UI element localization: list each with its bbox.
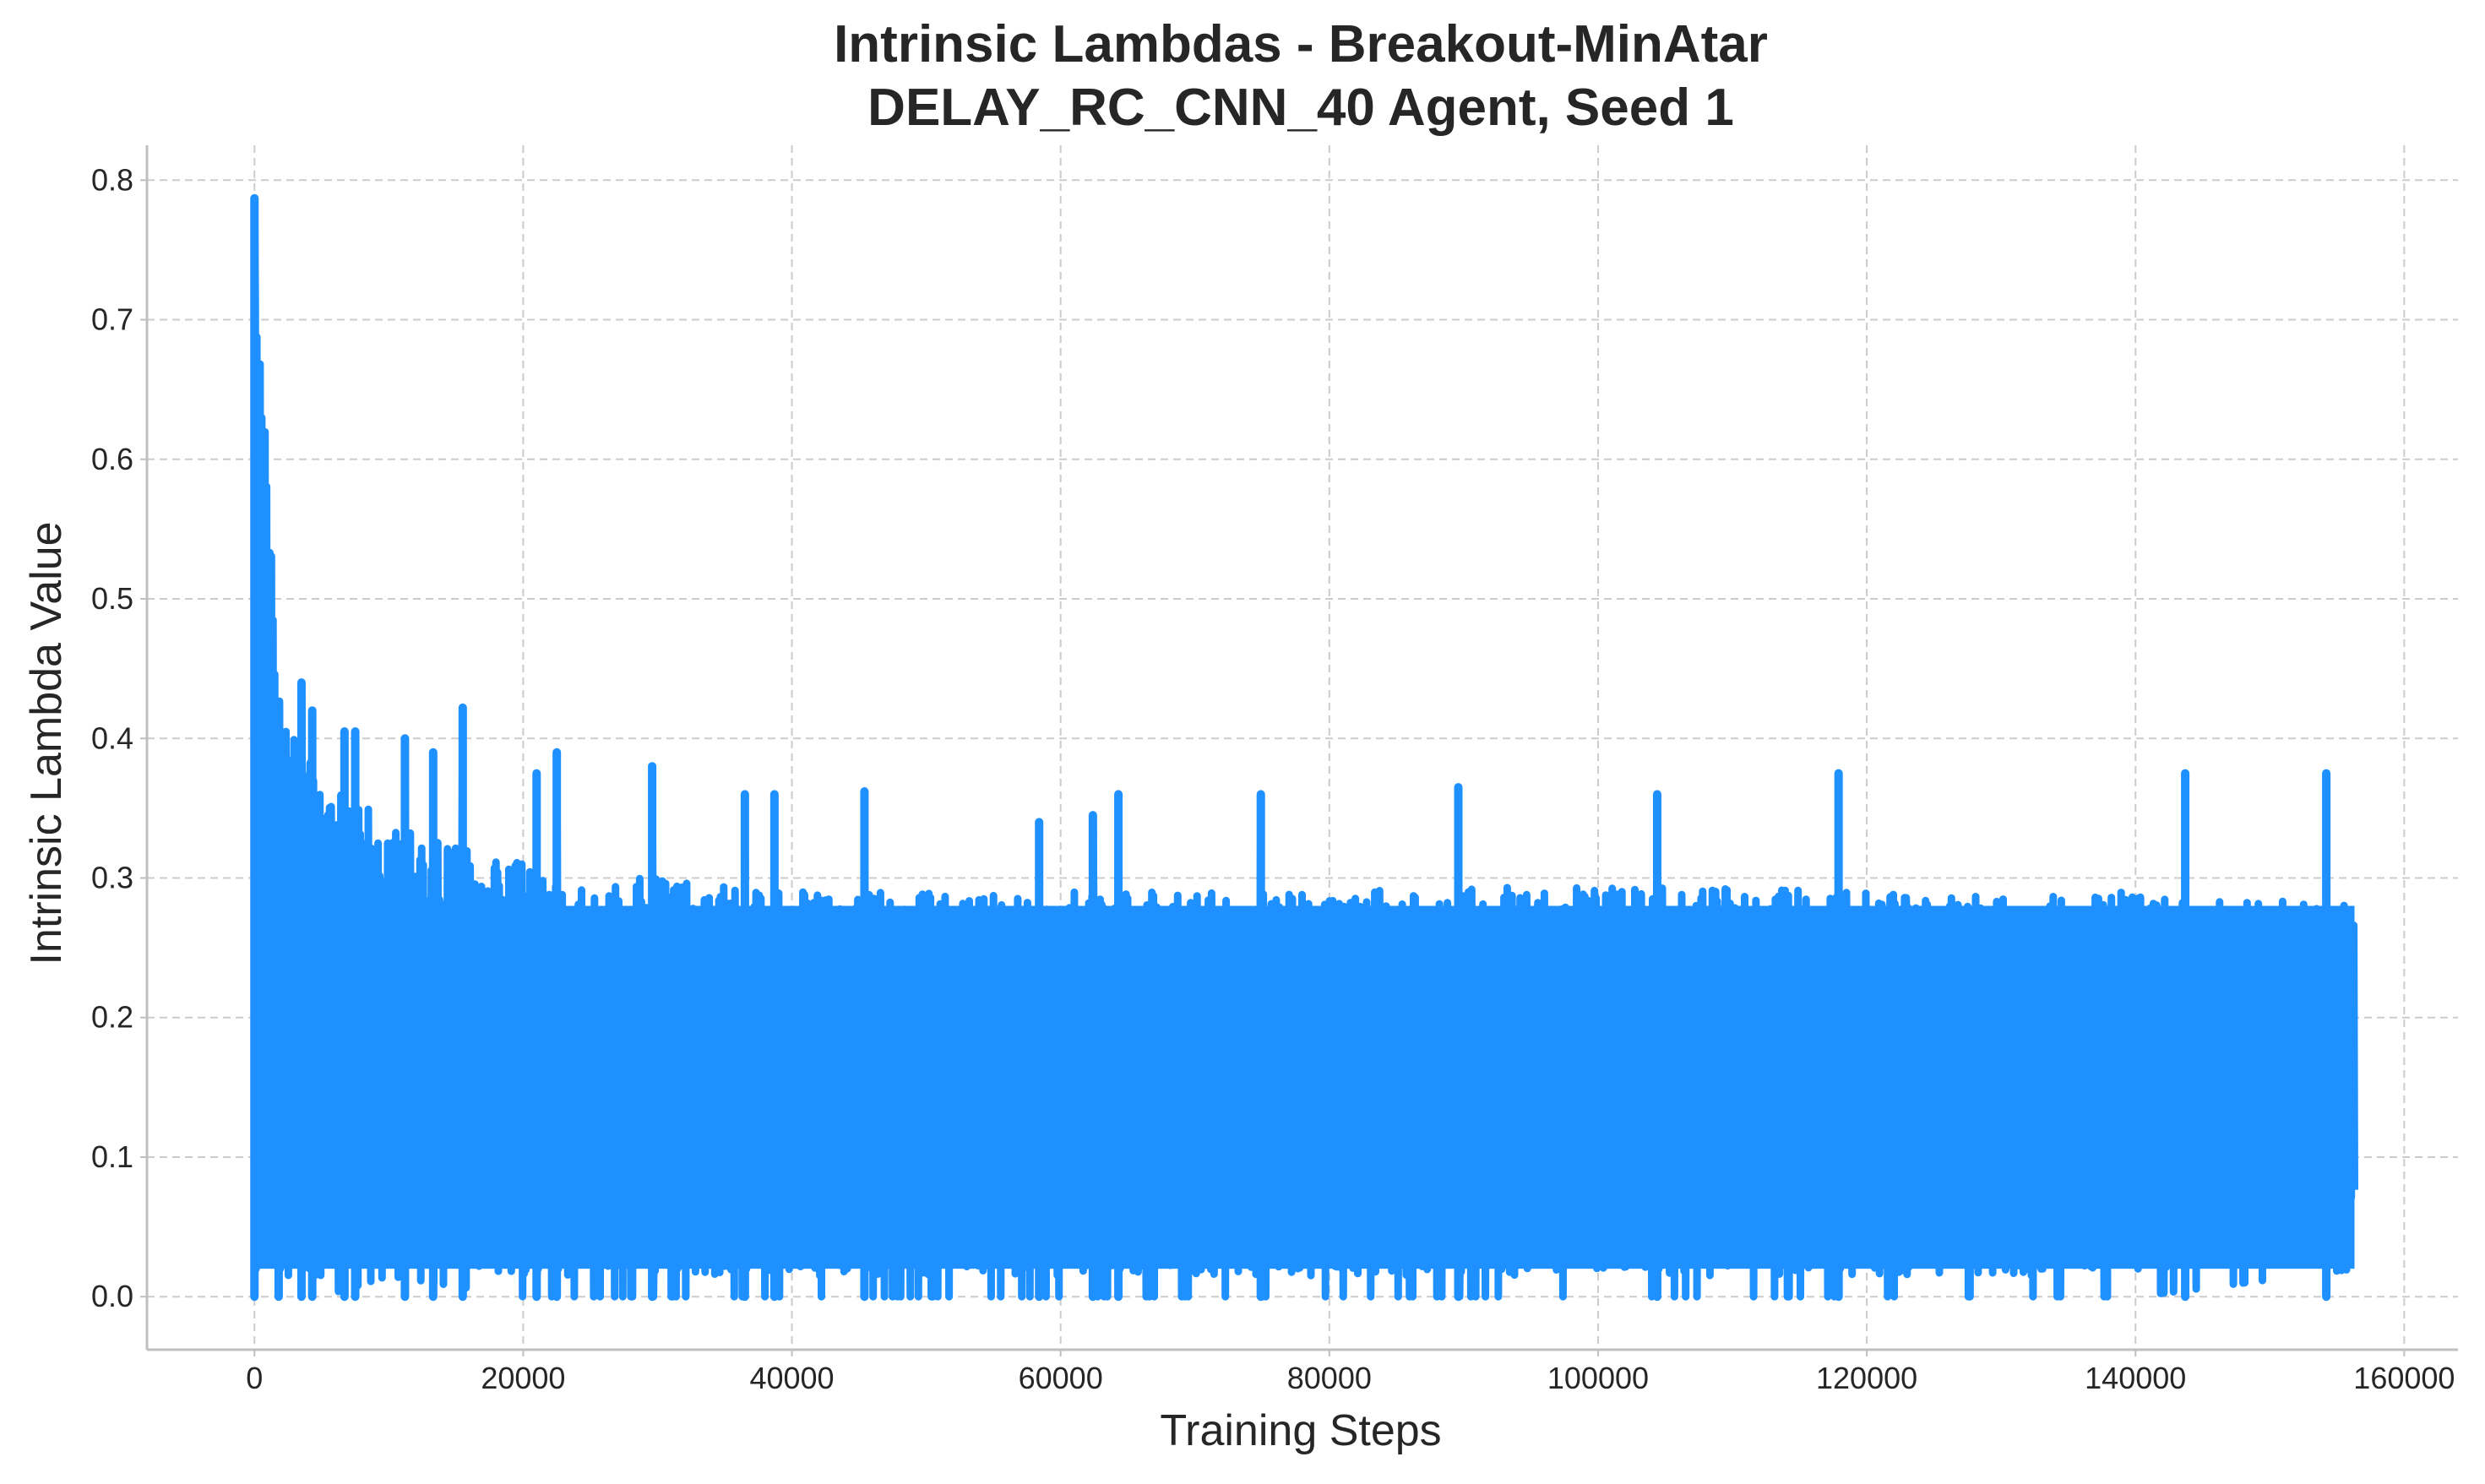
y-tick-label: 0.4 xyxy=(91,720,133,755)
x-tick-label: 20000 xyxy=(481,1361,565,1395)
x-tick-label: 100000 xyxy=(1547,1361,1649,1395)
y-tick-label: 0.5 xyxy=(91,581,133,616)
y-tick-label: 0.6 xyxy=(91,442,133,476)
x-axis-label: Training Steps xyxy=(1160,1406,1441,1455)
x-tick-label: 0 xyxy=(246,1361,263,1395)
y-tick-label: 0.0 xyxy=(91,1279,133,1313)
y-tick-label: 0.2 xyxy=(91,1000,133,1035)
chart-title-line-1: Intrinsic Lambdas - Breakout-MinAtar xyxy=(834,15,1768,73)
x-tick-label: 120000 xyxy=(1816,1361,1917,1395)
y-tick-label: 0.8 xyxy=(91,162,133,197)
x-tick-label: 60000 xyxy=(1019,1361,1103,1395)
x-tick-label: 80000 xyxy=(1287,1361,1372,1395)
x-tick-label: 140000 xyxy=(2085,1361,2186,1395)
x-tick-label: 160000 xyxy=(2353,1361,2455,1395)
y-tick-label: 0.3 xyxy=(91,860,133,894)
series-line xyxy=(250,194,2358,1301)
x-tick-label: 40000 xyxy=(749,1361,834,1395)
y-tick-label: 0.7 xyxy=(91,302,133,337)
plot-area xyxy=(250,193,2358,1302)
y-tick-label: 0.1 xyxy=(91,1139,133,1174)
y-axis-label: Intrinsic Lambda Value xyxy=(22,521,71,965)
chart-title-line-2: DELAY_RC_CNN_40 Agent, Seed 1 xyxy=(867,79,1734,137)
axes: 0 20000 40000 60000 80000 100000 120000 140000 1… xyxy=(91,145,2458,1395)
